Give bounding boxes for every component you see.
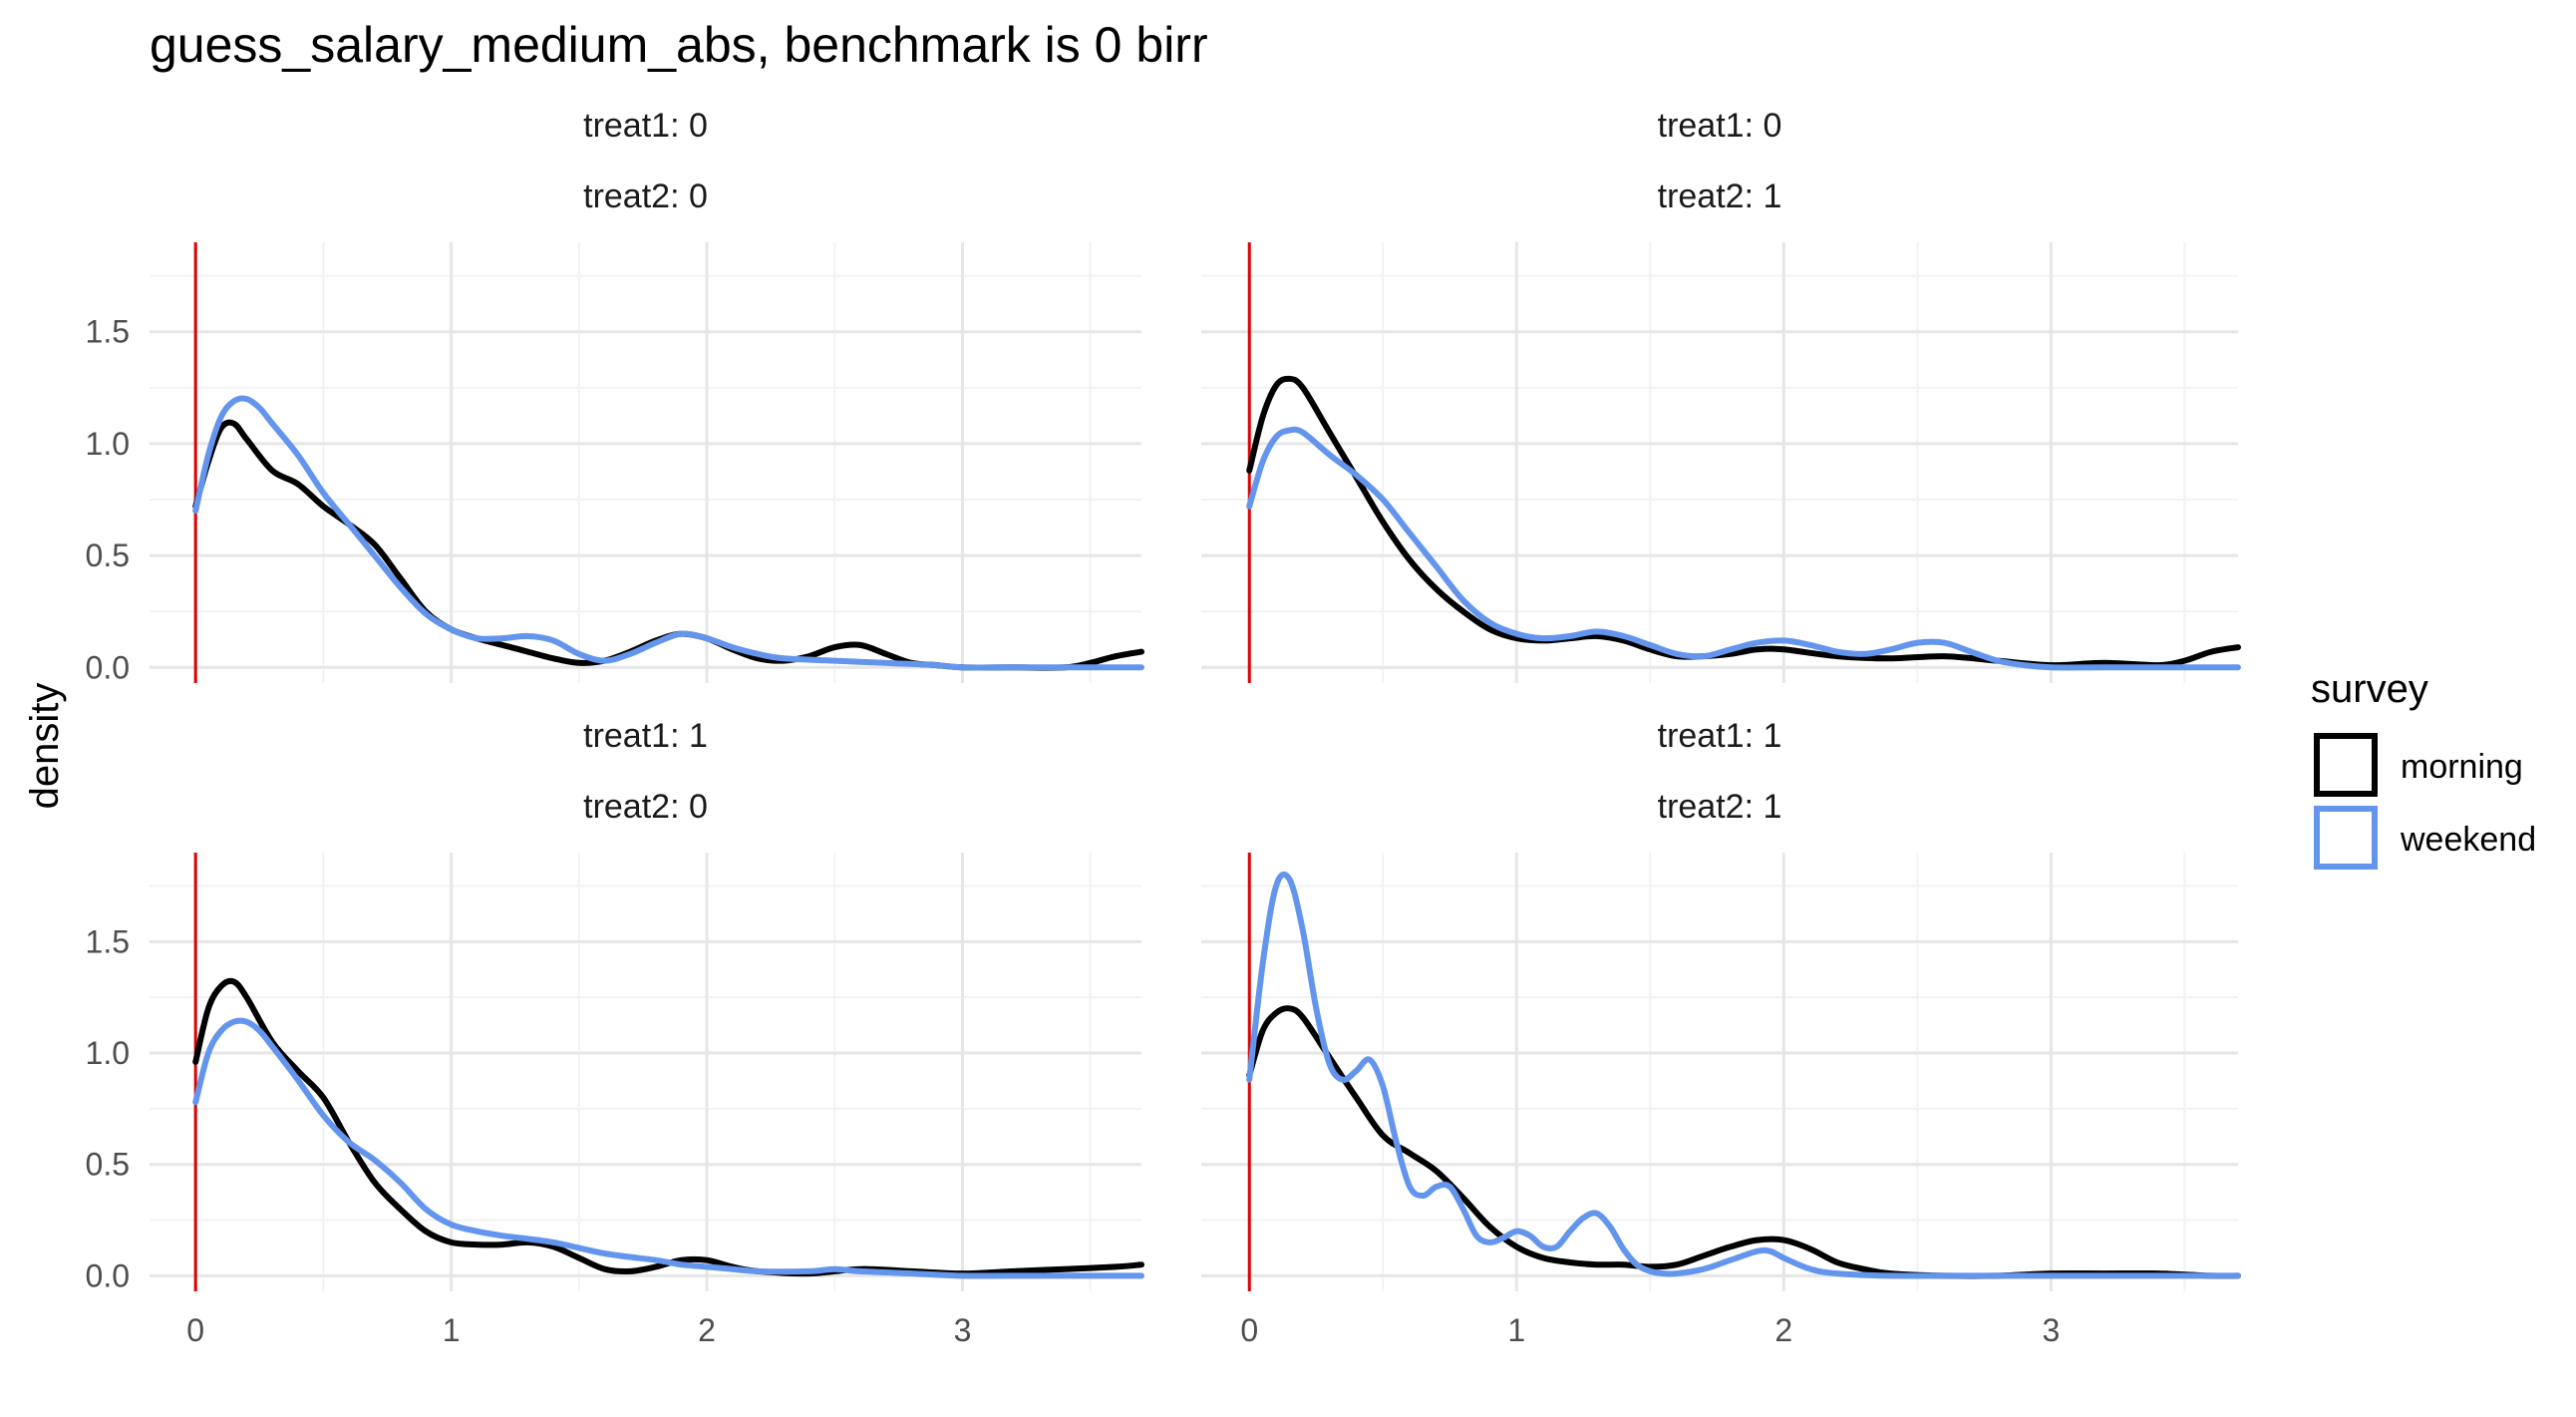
- y-tick-label: 0.0: [86, 1257, 130, 1293]
- panel-2: treat1: 1 treat2: 0 0.0 0.5 1.0 1.5 0 1 2 3: [86, 717, 1144, 1348]
- x-tick-label: 0: [186, 1312, 204, 1348]
- y-tick-label: 1.0: [86, 1035, 130, 1071]
- density-line-weekend: [192, 1017, 1144, 1279]
- density-line-weekend: [192, 395, 1144, 671]
- x-tick-label: 2: [698, 1312, 716, 1348]
- x-tick-label: 2: [1774, 1312, 1792, 1348]
- y-tick-label: 0.5: [86, 1147, 130, 1183]
- density-line-weekend: [1246, 426, 2241, 671]
- strip-label-treat1: treat1: 0: [583, 107, 708, 145]
- x-tick-label: 1: [1507, 1312, 1525, 1348]
- y-tick-label: 1.5: [86, 314, 130, 350]
- x-tick-label: 0: [1240, 1312, 1258, 1348]
- legend-label-morning: morning: [2401, 748, 2523, 786]
- legend-title: survey: [2311, 667, 2428, 711]
- y-axis-label: density: [23, 683, 67, 810]
- strip-label-treat2: treat2: 0: [583, 788, 708, 826]
- density-line-morning: [192, 419, 1144, 671]
- legend-label-weekend: weekend: [2400, 821, 2536, 859]
- y-tick-label: 0.0: [86, 649, 130, 685]
- y-tick-label: 1.0: [86, 426, 130, 462]
- chart-title: guess_salary_medium_abs, benchmark is 0 …: [150, 17, 1208, 73]
- x-tick-label: 1: [443, 1312, 461, 1348]
- strip-label-treat2: treat2: 1: [1658, 788, 1782, 826]
- x-tick-label: 3: [2042, 1312, 2060, 1348]
- y-tick-label: 1.5: [86, 923, 130, 959]
- legend-swatch-weekend: [2314, 806, 2378, 870]
- strip-label-treat1: treat1: 1: [1658, 717, 1782, 755]
- panel-0: treat1: 0 treat2: 0 0.0 0.5 1.0 1.5: [86, 107, 1144, 685]
- strip-label-treat2: treat2: 0: [583, 177, 708, 215]
- panel-3: treat1: 1 treat2: 1 0 1 2 3: [1201, 717, 2241, 1348]
- y-tick-label: 0.5: [86, 537, 130, 573]
- legend: survey morning weekend: [2311, 667, 2536, 870]
- density-line-weekend: [1246, 871, 2241, 1279]
- strip-label-treat1: treat1: 0: [1658, 107, 1782, 145]
- strip-label-treat1: treat1: 1: [583, 717, 708, 755]
- strip-label-treat2: treat2: 1: [1658, 177, 1782, 215]
- panel-1: treat1: 0 treat2: 1: [1201, 107, 2241, 683]
- x-tick-label: 3: [954, 1312, 972, 1348]
- legend-swatch-morning: [2314, 733, 2378, 797]
